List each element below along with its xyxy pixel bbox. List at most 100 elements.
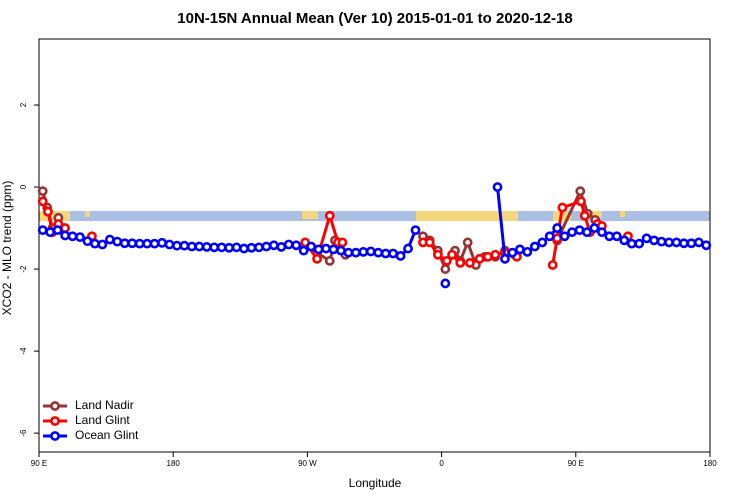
data-point [447, 249, 457, 260]
data-point [52, 225, 63, 236]
data-point [261, 241, 272, 252]
legend-label: Ocean Glint [75, 428, 139, 442]
data-point [97, 239, 108, 250]
x-axis-label: Longitude [349, 476, 402, 490]
y-tick-label: 2 [19, 102, 28, 107]
data-point [671, 237, 682, 248]
data-point [432, 249, 443, 260]
data-point [179, 240, 190, 251]
data-point [552, 233, 563, 244]
x-tick-label: 180 [703, 459, 717, 468]
data-point [37, 225, 48, 236]
data-point [336, 245, 346, 256]
land-patch [590, 211, 602, 218]
data-point [164, 239, 175, 250]
x-tick-label: 0 [439, 459, 444, 468]
data-point [579, 210, 590, 221]
data-point [90, 238, 100, 249]
y-tick-label: -6 [19, 429, 28, 437]
data-point [142, 238, 153, 249]
data-point [522, 246, 533, 257]
data-point [119, 238, 130, 249]
land-patch [85, 211, 90, 217]
data-point [410, 225, 421, 236]
data-point [82, 236, 93, 247]
data-point [201, 242, 212, 252]
data-point [324, 255, 335, 266]
data-point [283, 239, 294, 250]
land-patch [302, 211, 318, 219]
data-point [313, 244, 324, 255]
data-point [231, 242, 242, 253]
data-point [679, 238, 689, 249]
series [37, 182, 712, 289]
data-point [343, 247, 354, 258]
data-point [492, 182, 503, 192]
data-point [559, 231, 570, 242]
x-tick-label: 90 E [568, 459, 584, 468]
data-point [465, 258, 475, 268]
data-point [557, 202, 568, 213]
data-point [547, 260, 558, 270]
data-point [388, 248, 399, 259]
data-point [544, 231, 555, 242]
data-point [276, 242, 287, 252]
data-point [246, 242, 257, 253]
data-point [380, 248, 391, 259]
map-strip [39, 211, 710, 221]
land-patch [620, 211, 625, 217]
data-point [75, 232, 85, 242]
data-point [440, 278, 451, 289]
data-point [224, 242, 235, 253]
x-tick-label: 180 [167, 459, 181, 468]
legend-label: Land Nadir [75, 398, 134, 412]
data-point [582, 227, 592, 238]
data-point [604, 231, 615, 242]
data-point [567, 227, 577, 238]
data-point [306, 241, 317, 252]
data-point [134, 238, 145, 249]
data-point [127, 238, 138, 249]
data-point [324, 210, 335, 221]
data-point [291, 240, 302, 251]
data-point [441, 255, 452, 266]
data-point [365, 246, 376, 257]
data-point [43, 206, 53, 217]
legend-marker [50, 416, 60, 426]
data-point [455, 258, 466, 268]
data-point [186, 241, 197, 252]
data-point [507, 247, 518, 258]
chart-title: 10N-15N Annual Mean (Ver 10) 2015-01-01 … [177, 10, 572, 27]
data-point [321, 243, 331, 254]
data-point [216, 242, 227, 253]
x-tick-label: 90 W [298, 459, 317, 468]
data-point [104, 234, 115, 245]
data-point [60, 230, 70, 241]
land-patch [416, 211, 518, 221]
data-point [337, 237, 348, 248]
data-point [664, 237, 674, 248]
data-point [641, 233, 652, 244]
data-point [490, 249, 501, 260]
data-point [626, 238, 637, 249]
data-point [312, 253, 322, 264]
x-tick-label: 90 E [31, 459, 47, 468]
data-point [209, 242, 220, 253]
data-point [67, 231, 78, 242]
data-point [462, 237, 473, 248]
data-point [328, 244, 339, 255]
legend-label: Land Glint [75, 413, 130, 427]
data-point [529, 241, 540, 252]
data-point [424, 237, 435, 248]
data-point [45, 227, 56, 238]
data-point [474, 253, 485, 264]
data-point [552, 223, 563, 233]
data-point [686, 238, 697, 249]
data-point [500, 253, 510, 264]
data-point [619, 235, 630, 246]
data-point [649, 235, 659, 246]
data-point [172, 240, 182, 251]
data-point [596, 227, 607, 238]
